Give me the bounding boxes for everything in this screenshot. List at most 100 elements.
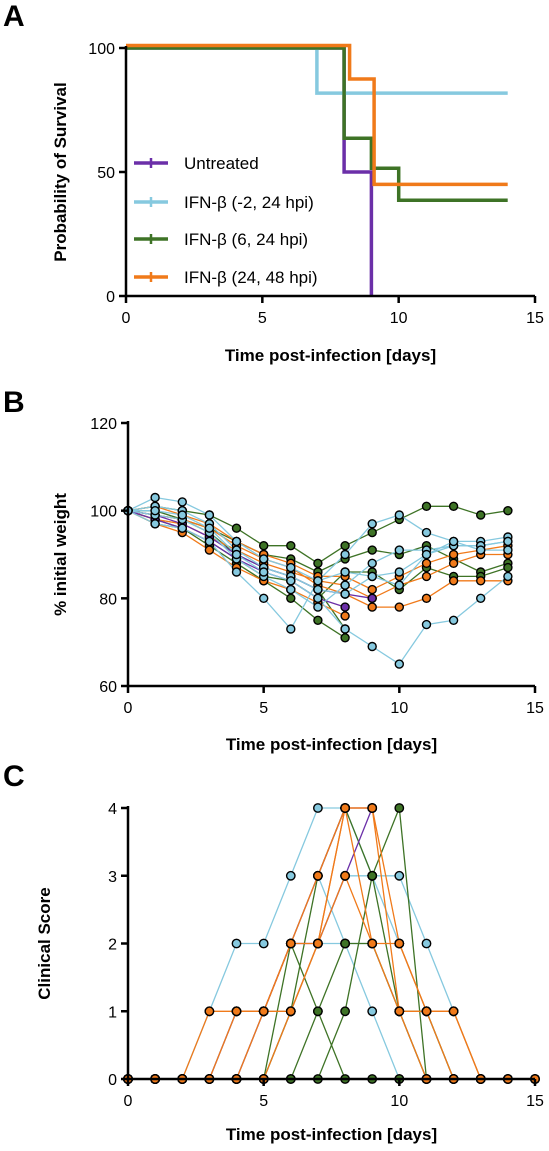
weight-point	[503, 545, 513, 555]
score-point	[421, 938, 432, 949]
weight-point	[150, 492, 160, 503]
weight-point	[367, 641, 377, 652]
score-point	[367, 870, 378, 881]
score-point	[340, 870, 350, 881]
score-point	[448, 1006, 459, 1017]
weight-point	[340, 624, 350, 634]
weight-point	[503, 571, 513, 582]
panel-letter-b: B	[3, 386, 25, 419]
weight-point	[340, 602, 350, 612]
score-point	[312, 938, 323, 949]
score-point	[312, 870, 323, 881]
x-tick-label: 15	[526, 1093, 544, 1110]
score-point	[204, 1006, 215, 1017]
survival-series	[126, 43, 508, 296]
weight-point	[503, 562, 513, 573]
weight-point	[150, 506, 160, 516]
score-point	[394, 870, 405, 881]
weight-point	[286, 541, 296, 551]
score-point	[367, 1006, 378, 1017]
weight-point	[448, 558, 459, 568]
y-tick-label: 0	[106, 289, 115, 306]
survival-chart: 0 5 10 15 0 50 100 Untreated IFN-β (-2, 24 hpi)…	[51, 41, 544, 365]
weight-point	[367, 558, 377, 568]
weight-point	[394, 580, 404, 590]
x-tick-label: 10	[390, 700, 408, 717]
weight-point	[448, 549, 459, 560]
weight-point	[421, 527, 432, 538]
x-tick-label: 15	[526, 310, 544, 327]
clinical-score-x-axis-title: Time post-infection [days]	[226, 1125, 437, 1144]
weight-series	[123, 492, 513, 669]
weight-point	[340, 580, 350, 590]
score-point	[340, 938, 350, 949]
legend-label-1: IFN-β (-2, 24 hpi)	[184, 193, 314, 212]
score-point	[231, 938, 242, 949]
score-point	[312, 1006, 323, 1017]
score-point	[285, 870, 296, 881]
weight-point	[259, 567, 269, 577]
score-point	[367, 938, 378, 949]
weight-point	[367, 571, 377, 582]
weight-point	[394, 510, 404, 520]
weight-point	[204, 523, 215, 533]
score-point	[231, 1006, 242, 1017]
weight-point	[394, 659, 404, 669]
weight-point	[286, 562, 296, 573]
survival-line-3	[126, 43, 508, 187]
weight-point	[286, 593, 296, 603]
panel-letter-c: C	[3, 760, 25, 793]
weight-chart: 0 5 10 15 60 80 100 120 Time post-infection [da…	[51, 416, 544, 754]
x-tick-label: 10	[390, 1093, 408, 1110]
weight-point	[367, 593, 377, 603]
score-point	[394, 938, 405, 949]
legend-label-0: Untreated	[184, 154, 259, 173]
y-tick-label: 50	[97, 165, 115, 182]
survival-y-axis-title: Probability of Survival	[51, 82, 70, 262]
weight-point	[204, 536, 215, 547]
weight-point	[421, 619, 432, 630]
clinical-score-chart: 0 5 10 15 0 1 2 3 4 Time post-infection [days] C…	[35, 801, 544, 1144]
y-tick-label: 4	[108, 801, 117, 818]
weight-point	[448, 576, 459, 586]
score-line-2	[128, 942, 535, 1080]
weight-x-axis-title: Time post-infection [days]	[226, 735, 437, 754]
weight-point	[177, 523, 188, 533]
weight-point	[313, 576, 323, 586]
weight-point	[313, 602, 323, 612]
weight-point	[340, 567, 350, 577]
x-tick-label: 5	[258, 310, 267, 327]
weight-point	[231, 567, 242, 577]
y-tick-label: 2	[108, 937, 117, 954]
survival-x-axis-title: Time post-infection [days]	[225, 346, 436, 365]
weight-point	[313, 593, 323, 603]
weight-point	[286, 584, 296, 595]
clinical-score-y-axis-title: Clinical Score	[35, 887, 54, 999]
score-point	[258, 1006, 269, 1017]
weight-point	[394, 602, 404, 612]
weight-point	[231, 536, 242, 547]
survival-legend: Untreated IFN-β (-2, 24 hpi) IFN-β (6, 24 …	[134, 154, 318, 287]
panel-letter-a: A	[3, 0, 25, 33]
weight-point	[177, 497, 188, 507]
weight-point	[476, 593, 486, 603]
score-point	[421, 1006, 432, 1017]
weight-point	[394, 545, 404, 555]
x-tick-label: 15	[526, 700, 544, 717]
x-tick-label: 0	[122, 310, 131, 327]
legend-label-2: IFN-β (6, 24 hpi)	[184, 230, 308, 249]
legend-label-3: IFN-β (24, 48 hpi)	[184, 268, 318, 287]
score-point	[312, 803, 323, 813]
weight-point	[150, 519, 160, 529]
y-tick-label: 3	[108, 869, 117, 886]
weight-point	[204, 545, 215, 555]
weight-point	[286, 576, 296, 586]
score-point	[340, 803, 350, 813]
score-point	[394, 803, 405, 813]
score-point	[340, 1006, 350, 1017]
y-tick-label: 60	[99, 679, 117, 696]
weight-y-axis-title: % initial weight	[51, 493, 70, 616]
weight-point	[448, 615, 459, 625]
weight-point	[231, 549, 242, 560]
weight-point	[313, 558, 323, 568]
